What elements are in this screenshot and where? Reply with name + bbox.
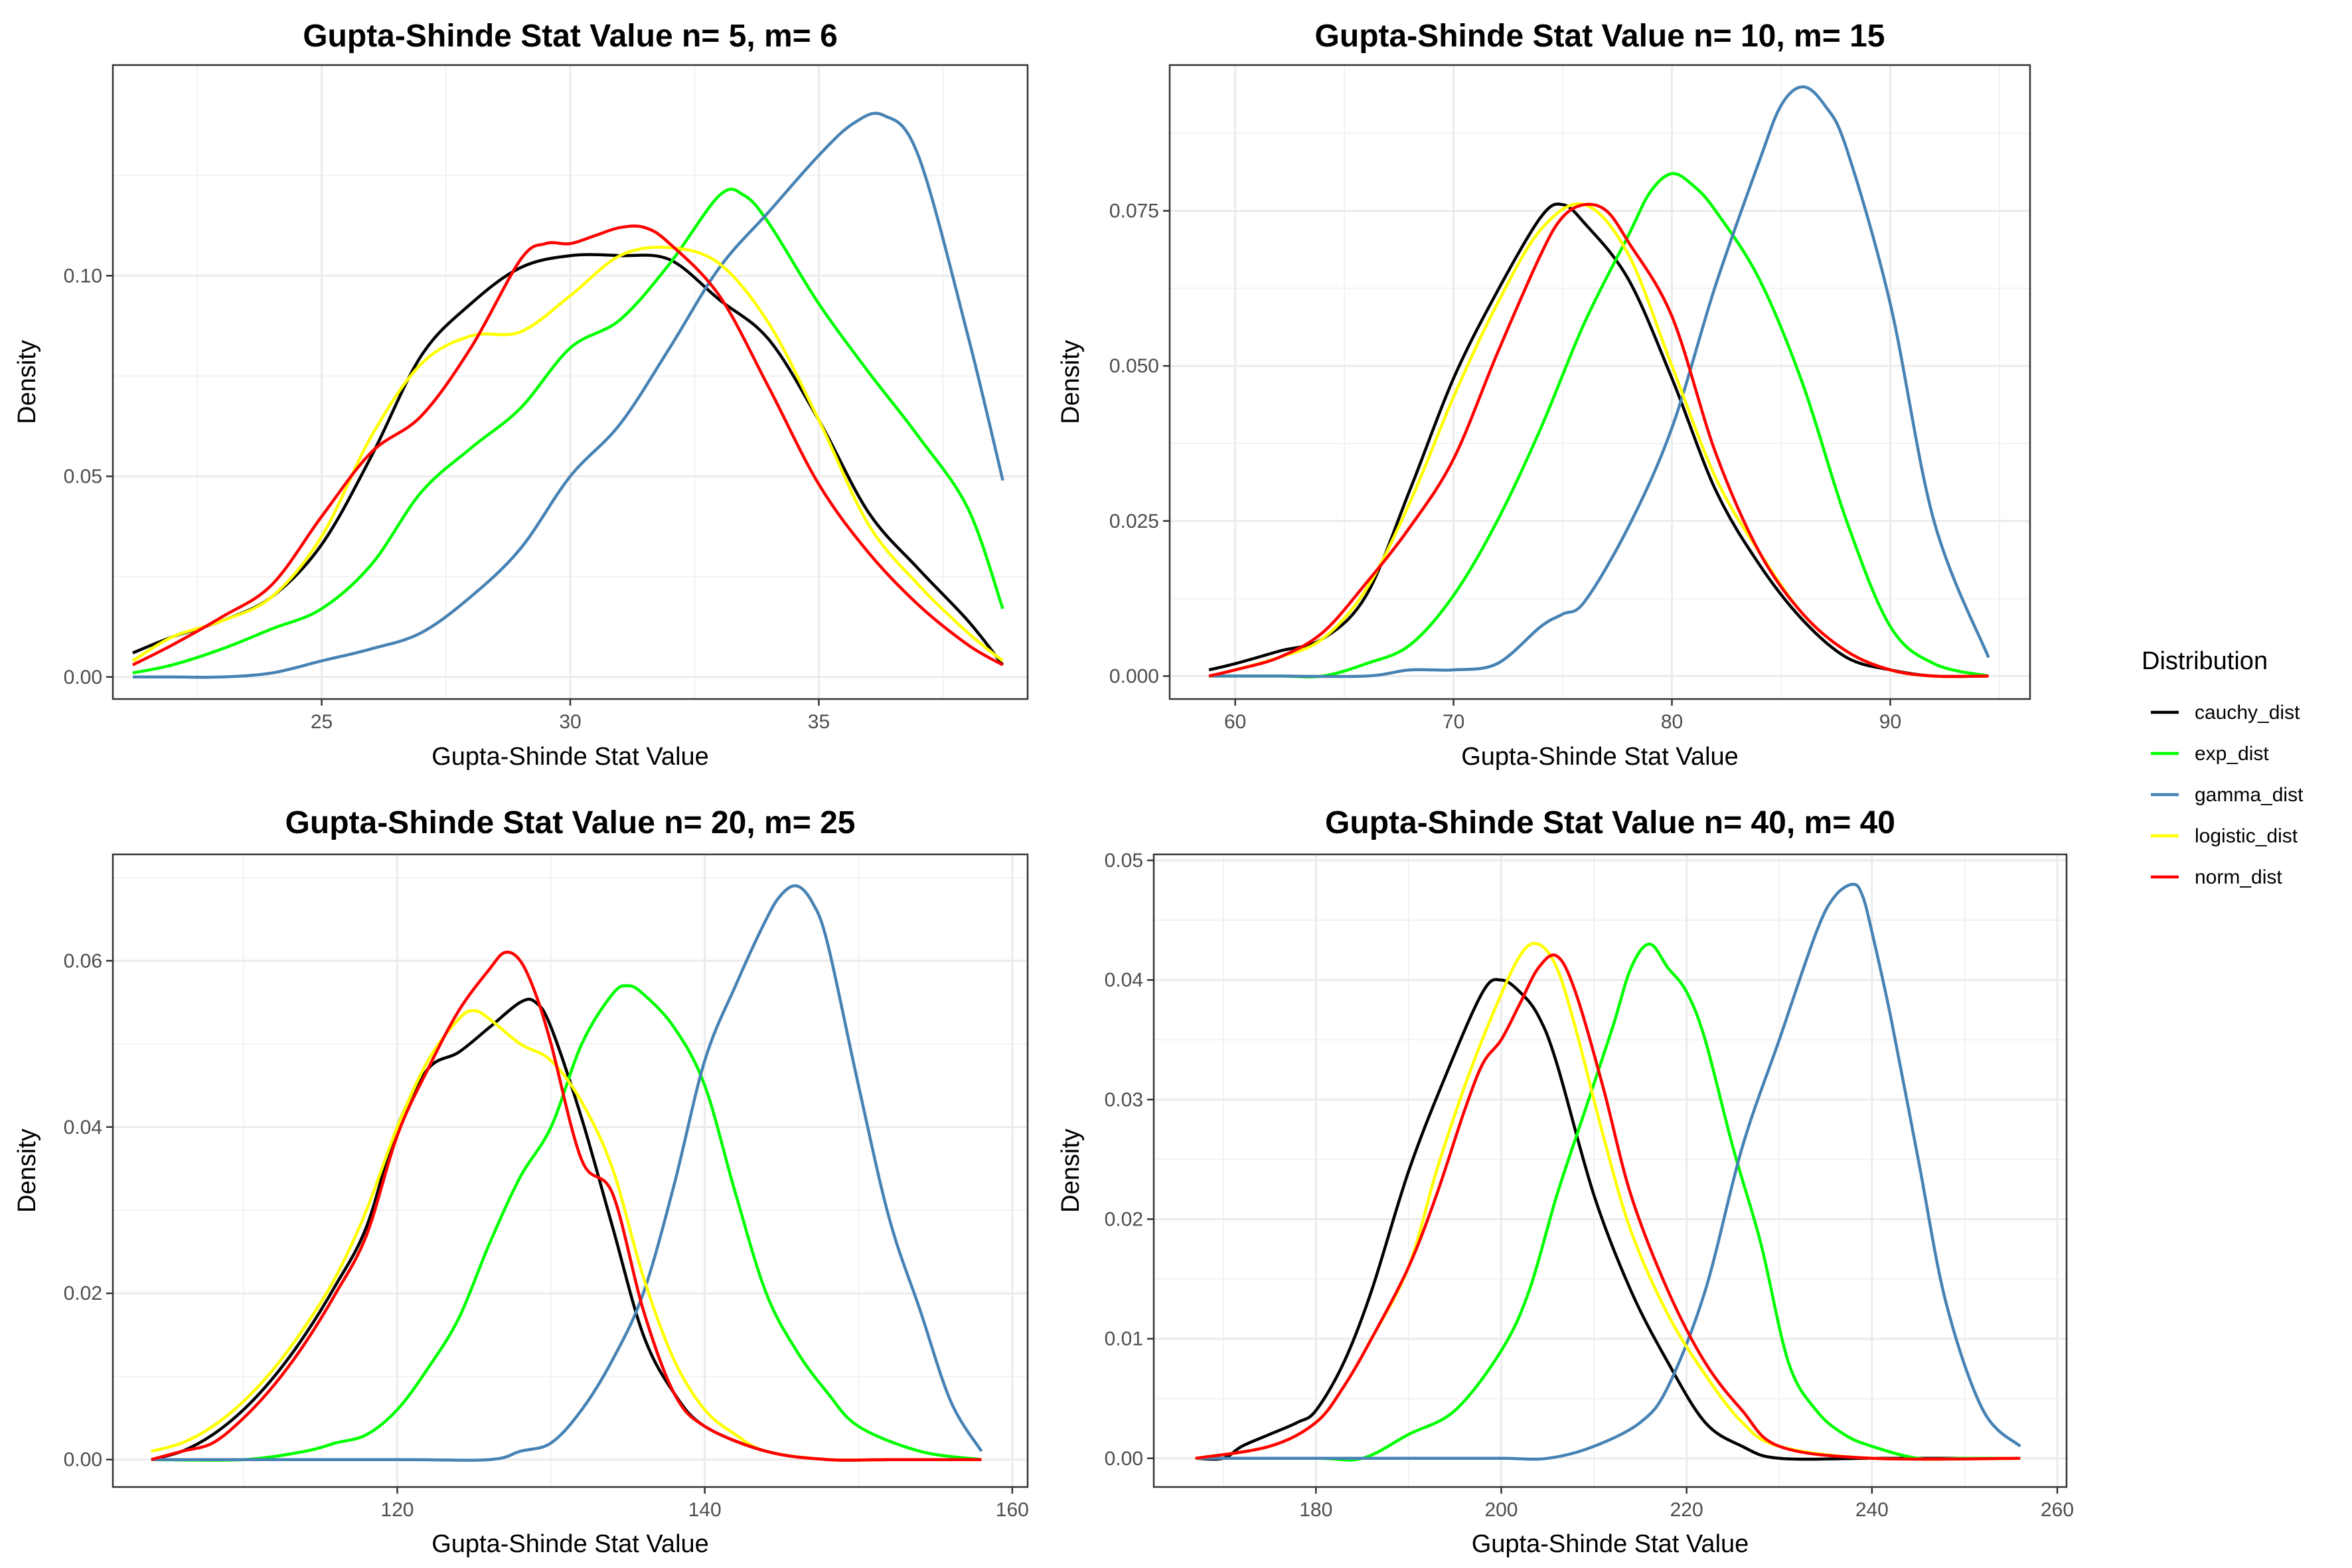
panel-border xyxy=(112,853,1029,1488)
series-line-cauchy-dist xyxy=(1195,978,2021,1461)
panel-3: 120 140 160 0.00 0.02 0.04 0.06 Gupta-Shinde St… xyxy=(13,805,1029,1558)
y-tick-label: 0.00 xyxy=(64,666,102,688)
series-line-cauchy-dist xyxy=(1208,202,1989,678)
legend-label: cauchy_dist xyxy=(2195,702,2300,724)
panel-title: Gupta-Shinde Stat Value n= 5, m= 6 xyxy=(303,19,838,54)
series-line-norm-dist xyxy=(1195,953,2021,1461)
series-line-gamma-dist xyxy=(1195,882,2021,1461)
legend-title: Distribution xyxy=(2142,647,2268,675)
x-axis-label: Gupta-Shinde Stat Value xyxy=(1461,743,1739,771)
series-line-logistic-dist xyxy=(131,246,1004,663)
x-tick-label: 70 xyxy=(1443,711,1464,733)
x-tick-label: 35 xyxy=(808,711,830,733)
panel-4: 180 200 220 240 260 0.00 0.01 0.02 0.03 0.04 0.05 G… xyxy=(1057,805,2074,1558)
y-tick-label: 0.04 xyxy=(1105,969,1143,991)
series-line-exp-dist xyxy=(151,984,982,1462)
series-line-exp-dist xyxy=(132,187,1004,674)
legend-item-exp-dist: exp_dist xyxy=(2151,743,2269,765)
x-axis-label: Gupta-Shinde Stat Value xyxy=(431,1530,709,1558)
series-line-logistic-dist xyxy=(151,1009,982,1462)
legend: Distribution cauchy_dist exp_dist gamma_dis… xyxy=(2142,647,2304,888)
legend-label: exp_dist xyxy=(2195,743,2269,765)
y-tick-label: 0.000 xyxy=(1109,665,1159,687)
y-tick-label: 0.01 xyxy=(1105,1328,1143,1350)
y-tick-label: 0.050 xyxy=(1109,355,1159,377)
panel-border xyxy=(1152,853,2068,1488)
y-axis-label: Density xyxy=(1057,340,1085,424)
series-line-norm-dist xyxy=(151,951,982,1462)
panel-2: 60 70 80 90 0.000 0.025 0.050 0.075 Gupta-Shinde… xyxy=(1057,19,2031,771)
y-tick-label: 0.02 xyxy=(1105,1208,1143,1230)
plot-background xyxy=(1154,854,2067,1487)
x-tick-label: 30 xyxy=(559,711,581,733)
y-tick-label: 0.00 xyxy=(1105,1448,1143,1470)
y-axis-label: Density xyxy=(13,340,41,424)
x-tick-label: 200 xyxy=(1484,1499,1518,1521)
x-tick-label: 240 xyxy=(1855,1499,1889,1521)
plot-background xyxy=(1170,65,2030,699)
legend-label: gamma_dist xyxy=(2195,784,2304,806)
series-line-norm-dist xyxy=(1208,202,1989,678)
x-axis-label: Gupta-Shinde Stat Value xyxy=(431,743,709,771)
x-tick-label: 180 xyxy=(1299,1499,1332,1521)
y-tick-label: 0.04 xyxy=(64,1117,102,1138)
x-tick-label: 260 xyxy=(2041,1499,2074,1521)
y-tick-label: 0.075 xyxy=(1109,200,1159,222)
plot-background xyxy=(113,854,1028,1487)
panel-title: Gupta-Shinde Stat Value n= 20, m= 25 xyxy=(285,805,856,840)
y-tick-label: 0.10 xyxy=(64,265,102,287)
x-tick-label: 90 xyxy=(1879,711,1901,733)
x-tick-label: 25 xyxy=(311,711,333,733)
x-tick-label: 160 xyxy=(996,1499,1029,1521)
panel-border xyxy=(1168,64,2031,700)
legend-item-gamma-dist: gamma_dist xyxy=(2151,784,2304,806)
y-tick-label: 0.025 xyxy=(1109,510,1159,532)
legend-label: norm_dist xyxy=(2195,866,2282,888)
series-line-exp-dist xyxy=(1209,172,1989,679)
x-tick-label: 120 xyxy=(380,1499,414,1521)
series-line-norm-dist xyxy=(131,224,1004,666)
panel-title: Gupta-Shinde Stat Value n= 40, m= 40 xyxy=(1325,805,1895,840)
legend-label: logistic_dist xyxy=(2195,825,2298,847)
x-tick-label: 140 xyxy=(688,1499,722,1521)
series-line-gamma-dist xyxy=(1209,85,1990,678)
y-tick-label: 0.03 xyxy=(1105,1089,1143,1111)
x-tick-label: 80 xyxy=(1661,711,1683,733)
series-line-gamma-dist xyxy=(133,112,1004,679)
panel-border xyxy=(112,64,1029,700)
x-tick-label: 220 xyxy=(1670,1499,1703,1521)
series-line-exp-dist xyxy=(1195,942,2021,1462)
y-tick-label: 0.02 xyxy=(64,1283,102,1304)
y-tick-label: 0.05 xyxy=(64,466,102,488)
y-tick-label: 0.05 xyxy=(1105,850,1143,872)
legend-item-logistic-dist: logistic_dist xyxy=(2151,825,2298,847)
y-axis-label: Density xyxy=(13,1129,41,1213)
x-axis-label: Gupta-Shinde Stat Value xyxy=(1472,1530,1749,1558)
panel-title: Gupta-Shinde Stat Value n= 10, m= 15 xyxy=(1315,19,1885,54)
y-axis-label: Density xyxy=(1057,1129,1085,1213)
series-line-gamma-dist xyxy=(151,884,983,1462)
legend-item-cauchy-dist: cauchy_dist xyxy=(2151,702,2300,724)
x-tick-label: 60 xyxy=(1224,711,1246,733)
legend-item-norm-dist: norm_dist xyxy=(2151,866,2282,888)
y-tick-label: 0.06 xyxy=(64,950,102,972)
y-tick-label: 0.00 xyxy=(64,1449,102,1471)
panel-1: 25 30 35 0.00 0.05 0.10 Gupta-Shinde Stat Valu… xyxy=(13,19,1029,771)
